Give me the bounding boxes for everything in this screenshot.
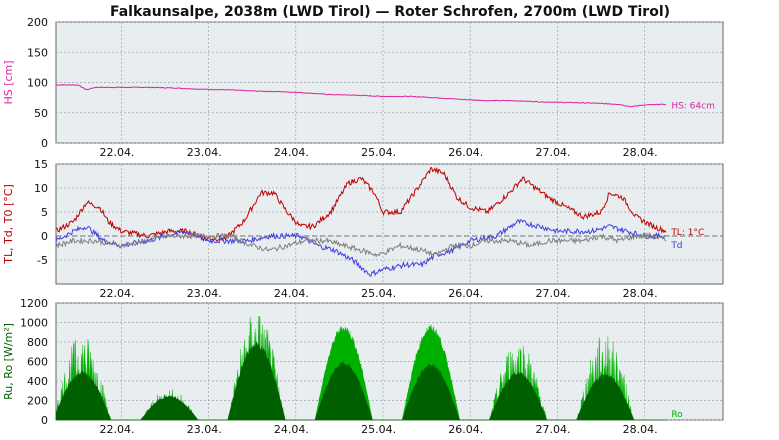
y-tick-label: 100 bbox=[27, 77, 48, 90]
x-tick-label: 23.04. bbox=[187, 146, 222, 159]
y-axis-label: Ru, Ro [W/m²] bbox=[2, 323, 15, 400]
y-tick-label: 200 bbox=[27, 16, 48, 29]
y-tick-label: 50 bbox=[34, 107, 48, 120]
x-tick-label: 28.04. bbox=[623, 287, 658, 300]
series-annotation: Ro bbox=[671, 410, 683, 420]
panel-2: -5 0 5 10 15 22.04. 23.04. 24.04. 25.04. 26.04. 27… bbox=[2, 158, 724, 300]
y-tick-label: 1200 bbox=[20, 297, 48, 310]
x-tick-label: 27.04. bbox=[535, 423, 570, 436]
x-tick-label: 22.04. bbox=[100, 423, 135, 436]
y-tick-label: 400 bbox=[27, 375, 48, 388]
x-tick-label: 22.04. bbox=[100, 146, 135, 159]
plot-area bbox=[55, 163, 724, 285]
y-tick-label: 200 bbox=[27, 395, 48, 408]
y-tick-label: 800 bbox=[27, 336, 48, 349]
x-tick-label: 22.04. bbox=[100, 287, 135, 300]
y-tick-label: 15 bbox=[34, 158, 48, 171]
series-annotation: Td bbox=[670, 241, 682, 251]
x-tick-label: 23.04. bbox=[187, 423, 222, 436]
series-annotation: TL: 1°C bbox=[670, 228, 704, 238]
panel-1: 0 50 100 150 200 22.04. 23.04. 24.04. 25.04. 26.0… bbox=[2, 16, 724, 159]
series-area bbox=[55, 342, 667, 421]
series-line bbox=[56, 84, 667, 108]
series-line bbox=[55, 231, 667, 258]
series-annotation: HS: 64cm bbox=[671, 101, 715, 111]
y-tick-label: 10 bbox=[34, 182, 48, 195]
y-tick-label: 0 bbox=[41, 230, 48, 243]
x-tick-label: 23.04. bbox=[187, 287, 222, 300]
y-axis-label: TL, Td, T0 [°C] bbox=[2, 184, 15, 265]
y-axis-label: HS [cm] bbox=[2, 60, 15, 104]
x-tick-label: 24.04. bbox=[274, 423, 309, 436]
x-tick-label: 27.04. bbox=[535, 287, 570, 300]
y-tick-label: 150 bbox=[27, 46, 48, 59]
chart-title: Falkaunsalpe, 2038m (LWD Tirol) — Roter … bbox=[110, 4, 670, 20]
x-tick-label: 26.04. bbox=[448, 423, 483, 436]
x-tick-label: 24.04. bbox=[274, 287, 309, 300]
y-tick-label: 0 bbox=[41, 137, 48, 150]
series-line bbox=[55, 166, 667, 242]
y-tick-label: 1000 bbox=[20, 317, 48, 330]
y-tick-label: 0 bbox=[41, 414, 48, 427]
x-tick-label: 28.04. bbox=[623, 146, 658, 159]
x-tick-label: 27.04. bbox=[535, 146, 570, 159]
x-tick-label: 25.04. bbox=[361, 287, 396, 300]
y-tick-label: -5 bbox=[37, 254, 48, 267]
x-tick-label: 24.04. bbox=[274, 146, 309, 159]
x-tick-label: 25.04. bbox=[361, 146, 396, 159]
x-tick-label: 26.04. bbox=[448, 287, 483, 300]
y-tick-label: 600 bbox=[27, 356, 48, 369]
x-tick-label: 28.04. bbox=[623, 423, 658, 436]
panel-3: 0 200 400 600 800 1000 1200 22.04. 23.04. 24.04. 2… bbox=[2, 297, 724, 436]
x-tick-label: 26.04. bbox=[448, 146, 483, 159]
x-tick-label: 25.04. bbox=[361, 423, 396, 436]
y-tick-label: 5 bbox=[41, 206, 48, 219]
